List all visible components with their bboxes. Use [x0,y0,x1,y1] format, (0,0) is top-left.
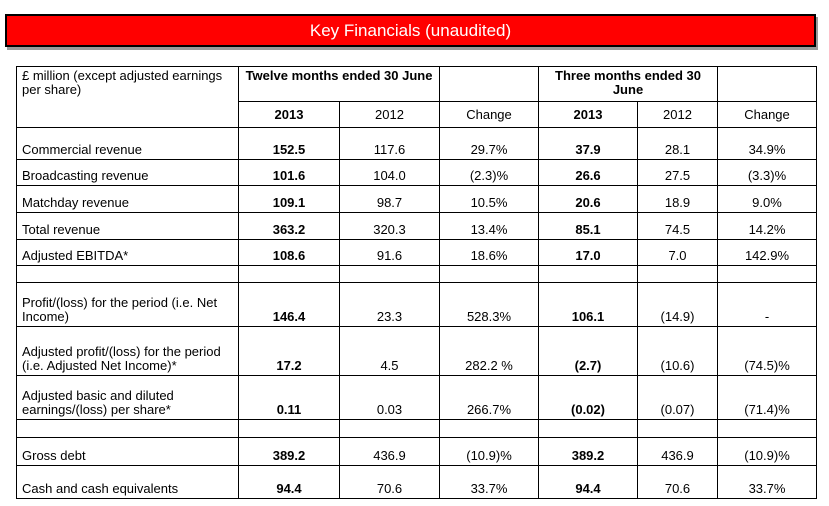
cell-value: 98.7 [339,185,440,213]
spacer-row [16,419,817,438]
cell-value: 436.9 [637,437,718,466]
col-header-change: Change [717,101,817,128]
cell-value: 17.2 [238,326,340,376]
cell-value: 0.11 [238,375,340,420]
table-row: Commercial revenue 152.5 117.6 29.7% 37.… [16,127,817,160]
row-label: Adjusted basic and diluted earnings/(los… [16,375,239,420]
cell-value: (10.9)% [439,437,539,466]
row-label: Matchday revenue [16,185,239,213]
row-label: Broadcasting revenue [16,159,239,186]
cell-value: 18.6% [439,239,539,266]
three-months-header: Three months ended 30 June [538,66,718,102]
cell-value: 436.9 [339,437,440,466]
cell-value: 9.0% [717,185,817,213]
cell-value: 282.2 % [439,326,539,376]
cell-value: (2.3)% [439,159,539,186]
cell-value: 28.1 [637,127,718,160]
cell-value: 4.5 [339,326,440,376]
cell-value: 7.0 [637,239,718,266]
cell-value: (2.7) [538,326,638,376]
cell-value: (3.3)% [717,159,817,186]
cell-value: 70.6 [637,465,718,499]
cell-value: 146.4 [238,282,340,327]
cell-value: 20.6 [538,185,638,213]
cell-value: 33.7% [717,465,817,499]
spacer-row [16,265,817,283]
twelve-months-header: Twelve months ended 30 June [238,66,440,102]
table-row: Gross debt 389.2 436.9 (10.9)% 389.2 436… [16,437,817,466]
cell-value: 528.3% [439,282,539,327]
cell-value: 14.2% [717,212,817,240]
cell-value: 74.5 [637,212,718,240]
cell-value: 109.1 [238,185,340,213]
cell-value: 152.5 [238,127,340,160]
cell-value: 389.2 [238,437,340,466]
cell-value: (71.4)% [717,375,817,420]
row-label: Cash and cash equivalents [16,465,239,499]
cell-value: 108.6 [238,239,340,266]
cell-value: 33.7% [439,465,539,499]
table-row: Total revenue 363.2 320.3 13.4% 85.1 74.… [16,212,817,240]
cell-value: 266.7% [439,375,539,420]
page-title: Key Financials (unaudited) [309,20,512,40]
empty-header-cell [717,66,817,102]
key-financials-table: £ million (except adjusted earnings per … [16,66,817,499]
empty-header-cell [439,66,539,102]
cell-value: 117.6 [339,127,440,160]
row-label: Gross debt [16,437,239,466]
cell-value: (0.07) [637,375,718,420]
cell-value: 94.4 [238,465,340,499]
col-header-2012: 2012 [637,101,718,128]
col-header-change: Change [439,101,539,128]
table-row: Adjusted basic and diluted earnings/(los… [16,375,817,420]
title-banner: Key Financials (unaudited) [5,14,816,47]
cell-value: 85.1 [538,212,638,240]
table-row: Profit/(loss) for the period (i.e. Net I… [16,282,817,327]
row-label: Commercial revenue [16,127,239,160]
table-row: Matchday revenue 109.1 98.7 10.5% 20.6 1… [16,185,817,213]
cell-value: 70.6 [339,465,440,499]
cell-value: 37.9 [538,127,638,160]
cell-value: (0.02) [538,375,638,420]
cell-value: 26.6 [538,159,638,186]
row-label: Total revenue [16,212,239,240]
cell-value: 17.0 [538,239,638,266]
cell-value: 23.3 [339,282,440,327]
column-header-row: 2013 2012 Change 2013 2012 Change [17,101,817,128]
group-header-row: £ million (except adjusted earnings per … [16,66,817,128]
cell-value: (74.5)% [717,326,817,376]
table-row: Adjusted profit/(loss) for the period (i… [16,326,817,376]
cell-value: 34.9% [717,127,817,160]
row-label: Profit/(loss) for the period (i.e. Net I… [16,282,239,327]
cell-value: (10.6) [637,326,718,376]
table-row: Adjusted EBITDA* 108.6 91.6 18.6% 17.0 7… [16,239,817,266]
table-row: Broadcasting revenue 101.6 104.0 (2.3)% … [16,159,817,186]
cell-value: 0.03 [339,375,440,420]
row-label: Adjusted profit/(loss) for the period (i… [16,326,239,376]
cell-value: 142.9% [717,239,817,266]
cell-value: 104.0 [339,159,440,186]
cell-value: 18.9 [637,185,718,213]
col-header-2012: 2012 [339,101,440,128]
cell-value: (10.9)% [717,437,817,466]
cell-value: 10.5% [439,185,539,213]
cell-value: 101.6 [238,159,340,186]
cell-value: 91.6 [339,239,440,266]
cell-value: 389.2 [538,437,638,466]
cell-value: 320.3 [339,212,440,240]
cell-value: - [717,282,817,327]
cell-value: 29.7% [439,127,539,160]
cell-value: 13.4% [439,212,539,240]
unit-label: £ million (except adjusted earnings per … [16,66,239,128]
col-header-2013: 2013 [238,101,340,128]
table-row: Cash and cash equivalents 94.4 70.6 33.7… [16,465,817,499]
cell-value: 363.2 [238,212,340,240]
cell-value: 94.4 [538,465,638,499]
cell-value: 106.1 [538,282,638,327]
cell-value: (14.9) [637,282,718,327]
row-label: Adjusted EBITDA* [16,239,239,266]
cell-value: 27.5 [637,159,718,186]
col-header-2013: 2013 [538,101,638,128]
